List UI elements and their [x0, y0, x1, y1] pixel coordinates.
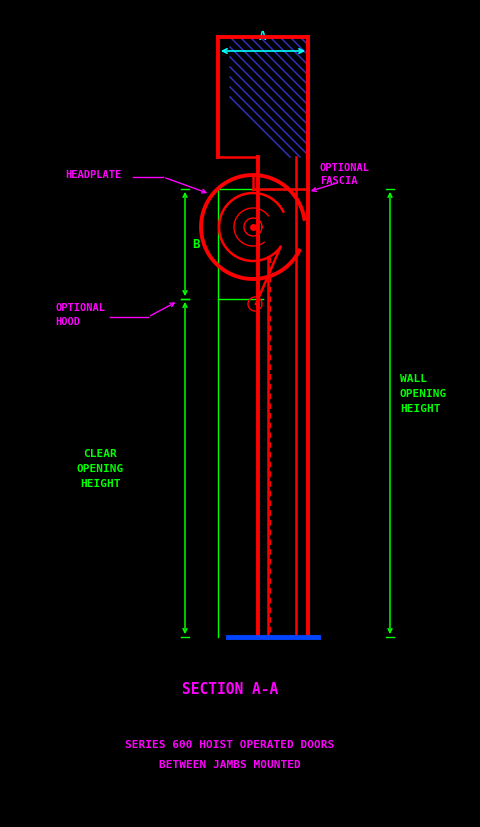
Text: HEADPLATE: HEADPLATE [65, 170, 121, 179]
Text: SECTION A-A: SECTION A-A [182, 681, 278, 696]
Text: A: A [259, 30, 267, 43]
Text: WALL
OPENING
HEIGHT: WALL OPENING HEIGHT [400, 374, 447, 414]
Text: OPTIONAL
FASCIA: OPTIONAL FASCIA [320, 163, 370, 186]
Text: B: B [192, 238, 200, 251]
Text: SERIES 600 HOIST OPERATED DOORS: SERIES 600 HOIST OPERATED DOORS [125, 739, 335, 749]
Text: BETWEEN JAMBS MOUNTED: BETWEEN JAMBS MOUNTED [159, 759, 301, 769]
Text: CLEAR
OPENING
HEIGHT: CLEAR OPENING HEIGHT [76, 449, 124, 488]
Text: OPTIONAL
HOOD: OPTIONAL HOOD [55, 303, 105, 326]
